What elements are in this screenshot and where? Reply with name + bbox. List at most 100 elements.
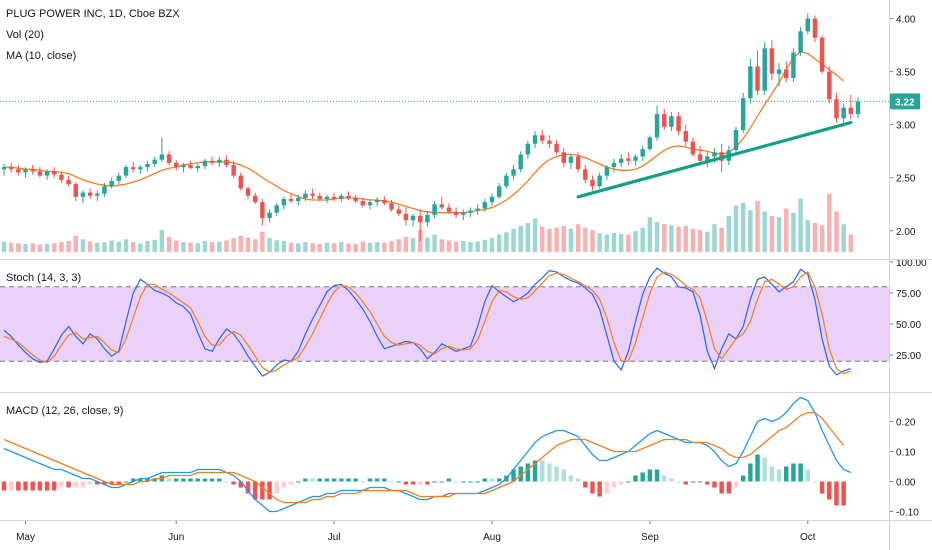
volume-bar: [123, 239, 129, 252]
volume-bar: [561, 225, 566, 252]
candle: [267, 209, 272, 223]
candle-body: [518, 154, 523, 170]
macd-pane[interactable]: [1, 396, 852, 513]
candle-body: [418, 215, 423, 223]
candle-body: [705, 156, 710, 161]
candle: [109, 177, 114, 189]
candle: [547, 135, 552, 149]
candle: [102, 183, 107, 197]
macd-histogram-bar: [841, 481, 846, 506]
volume-bar: [669, 225, 674, 252]
macd-histogram-bar: [647, 469, 653, 482]
candle-body: [174, 162, 179, 168]
candle-body: [712, 152, 717, 157]
macd-histogram-bar: [324, 478, 330, 482]
volume-bar: [331, 243, 337, 252]
macd-histogram-bar: [403, 481, 409, 485]
volume-bar: [654, 221, 660, 252]
macd-histogram-bar: [224, 481, 229, 483]
macd-histogram-bar: [827, 481, 832, 500]
price-scale[interactable]: 2.00 2.50 3.00 3.50 4.00 25.00 50.00 75.00 100.0…: [889, 15, 927, 519]
volume-bar: [482, 239, 488, 252]
candle-body: [238, 175, 244, 189]
volume-bar: [834, 211, 839, 252]
candle-body: [209, 160, 215, 163]
candle: [748, 58, 753, 104]
candle: [231, 160, 236, 178]
candle: [453, 207, 459, 219]
candle: [583, 165, 588, 184]
macd-histogram-bar: [209, 478, 215, 482]
stochastic-pane[interactable]: [0, 267, 889, 377]
macd-histogram-bar: [339, 478, 344, 482]
candle-body: [44, 171, 50, 176]
trendline[interactable]: [576, 120, 853, 199]
candle: [740, 92, 746, 134]
volume-bar: [568, 228, 574, 252]
candle: [432, 201, 437, 219]
volume-bar: [683, 225, 688, 252]
legend-ma: MA (10, close): [6, 50, 76, 62]
volume-bar: [145, 240, 150, 252]
volume-bar: [841, 224, 846, 252]
volume-bar: [504, 232, 509, 252]
volume-bar: [733, 205, 739, 252]
last-price-badge-label: 3.22: [895, 97, 915, 108]
volume-bar: [217, 241, 222, 252]
candle: [174, 159, 179, 171]
candle-body: [676, 116, 681, 132]
volume-bar: [633, 231, 638, 252]
candle-body: [611, 162, 617, 168]
volume-bar: [848, 234, 854, 252]
legend-symbol: PLUG POWER INC, 1D, Cboe BZX: [6, 8, 180, 20]
time-tick-label: Jul: [328, 532, 341, 543]
volume-bar: [346, 243, 351, 252]
candle: [827, 66, 832, 104]
candle-body: [396, 209, 401, 214]
macd-histogram-bar: [37, 481, 43, 491]
macd-histogram-bar: [726, 481, 732, 494]
price-tick-label: 2.00: [896, 227, 916, 238]
macd-histogram-bar: [145, 478, 150, 482]
macd-histogram-bar: [769, 466, 775, 482]
volume-bar: [453, 241, 459, 252]
macd-histogram-bar: [52, 481, 57, 491]
time-scale[interactable]: MayJunJulAugSepOctNovDec: [16, 520, 932, 543]
macd-histogram-bar: [296, 481, 301, 483]
volume-bar: [87, 241, 93, 252]
candle: [123, 165, 129, 178]
macd-histogram-bar: [819, 481, 825, 494]
candle: [683, 124, 688, 146]
candle-body: [346, 195, 351, 198]
volume-bar: [389, 240, 394, 252]
candle: [181, 162, 186, 173]
volume-bar: [130, 242, 136, 252]
macd-histogram-bar: [540, 460, 545, 482]
candle-body: [52, 171, 57, 175]
macd-signal-line: [3, 411, 845, 504]
candle: [281, 196, 287, 210]
last-price-badge[interactable]: 3.22: [890, 93, 920, 110]
volume-bar: [532, 218, 538, 252]
stoch-tick-label: 75.00: [896, 289, 921, 300]
candle: [310, 188, 315, 199]
volume-bar: [245, 237, 251, 252]
price-tick-label: 2.50: [896, 174, 916, 185]
price-pane[interactable]: [0, 13, 889, 252]
volume-bar: [755, 200, 760, 252]
candle-body: [827, 71, 832, 100]
volume-bar: [396, 239, 401, 252]
macd-histogram-bar: [367, 478, 373, 482]
candle-body: [87, 192, 93, 196]
candle: [403, 207, 409, 226]
volume-bar: [252, 239, 258, 252]
candle: [733, 126, 739, 153]
stoch-k-line: [3, 267, 851, 377]
stoch-tick-label: 100.00: [896, 258, 927, 269]
macd-histogram-bar: [518, 466, 523, 482]
volume-bar: [59, 242, 64, 252]
candle-body: [123, 167, 129, 176]
volume-bar: [109, 240, 114, 252]
candle-body: [331, 196, 337, 199]
